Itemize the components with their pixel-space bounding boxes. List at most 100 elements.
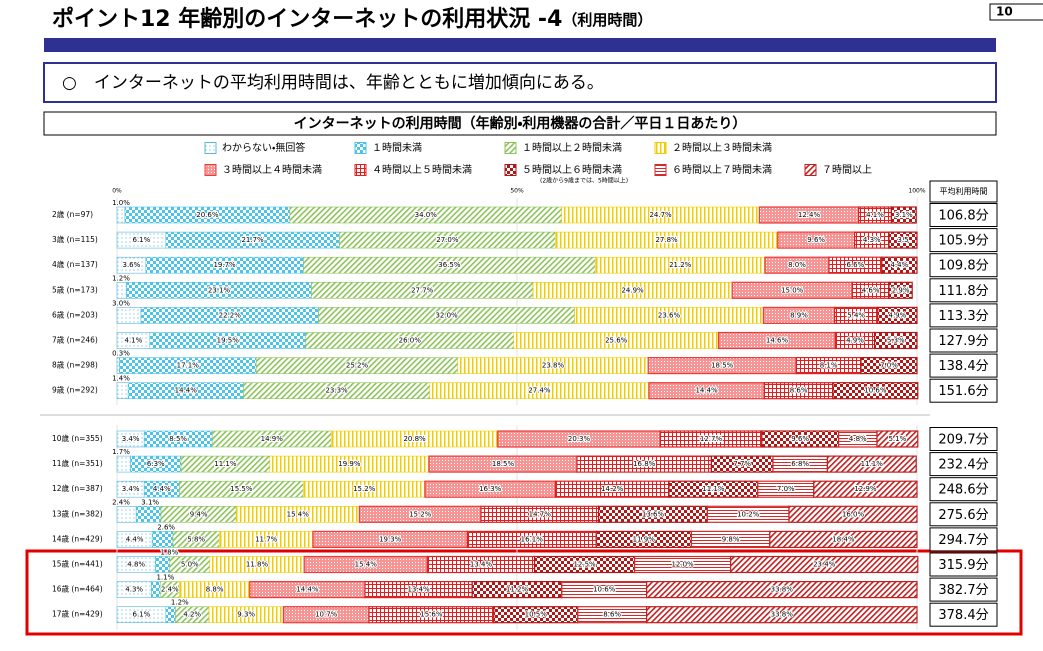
segment-label: 14.2% [601,485,624,493]
segment-label: 33.8% [771,611,794,619]
segment-label: 36.5% [438,261,461,269]
segment-label: 3.4% [122,435,140,443]
row-label: 9歳 (n=292) [52,385,98,395]
bar-segment [116,455,131,473]
bar-segment [151,581,161,598]
segment-label: 7.0% [880,362,898,370]
legend-label: ７時間以上 [822,164,872,176]
bar-segment [890,206,917,224]
average-box [929,452,998,477]
segment-label: 15.6% [420,611,443,619]
segment-label: 23.3% [325,387,348,395]
segment-label: 15.5% [230,485,253,493]
average-box [929,228,998,253]
segment-label: 22.2% [219,311,242,319]
row-label: 14歳 (n=429) [52,533,103,543]
segment-label: 16.3% [479,485,502,493]
segment-label: 18.5% [492,460,515,468]
row-label: 5歳 (n=173) [52,284,98,294]
segment-label: 1.0% [112,199,130,207]
segment-label: 12.0% [671,561,694,569]
segment-label: 33.8% [771,586,794,594]
segment-label: 23.4% [813,561,836,569]
segment-label: 5.3% [887,337,905,345]
legend-swatch [804,164,817,176]
row-label: 2歳 (n=97) [52,209,93,219]
segment-label: 15.4% [355,561,378,569]
segment-label: 4.2% [183,611,201,619]
segment-label: 1.1% [157,574,175,582]
segment-label: 11.2% [506,586,529,594]
x-tick-label: 0% [112,188,122,195]
legend-swatch [504,164,517,176]
segment-label: 34.0% [415,211,438,219]
legend-swatch [354,164,367,176]
segment-label: 10.6% [593,586,616,594]
segment-label: 10.6% [864,387,887,395]
segment-label: 10.2% [737,510,760,518]
segment-label: 7.0% [777,485,795,493]
segment-label: 4.4% [126,535,144,543]
average-label: 315.9分 [938,558,988,573]
legend-label: ２時間以上３時間未満 [672,142,772,154]
segment-label: 5.0% [181,561,199,569]
row-label: 8歳 (n=298) [52,360,98,370]
average-label: 113.3分 [938,309,988,324]
row-label: 3歳 (n=115) [52,234,98,244]
segment-label: 1.4% [112,375,130,383]
average-label: 248.6分 [938,483,988,498]
average-label: 105.9分 [938,234,988,249]
row-label: 12歳 (n=387) [52,483,103,493]
segment-label: 2.4% [161,586,179,594]
chart-title-box [43,111,997,136]
segment-label: 2.4% [112,498,130,506]
segment-label: 13.4% [470,561,493,569]
bar-segment [729,555,919,574]
segment-label: 14.4% [175,387,198,395]
segment-label: 4.9% [846,337,864,345]
segment-label: 4.8% [849,435,867,443]
average-box [929,427,998,451]
title-rule [44,38,996,52]
bar-segment [813,480,918,498]
segment-label: 25.6% [605,337,628,345]
row-label: 11歳 (n=351) [52,458,103,468]
segment-label: 8.5% [169,435,187,443]
highlight-box [25,549,1023,636]
segment-label: 12.9% [854,485,877,493]
bar-segment [877,306,918,324]
average-box [929,303,998,328]
average-box [929,477,998,502]
segment-label: 9.3% [237,611,255,619]
average-header: 平均利用時間 [940,186,988,196]
bar-segment [832,382,919,400]
segment-label: 17.1% [177,362,200,370]
chart-title: インターネットの利用時間（年齢別・利用機器の合計／平日１日あたり） [294,115,747,132]
segment-label: 14.9% [261,435,284,443]
row-label: 15歳 (n=441) [52,559,103,569]
segment-label: 4.8% [127,561,145,569]
segment-label: 21.7% [241,236,264,244]
segment-label: 14.4% [296,586,319,594]
row-label: 10歳 (n=355) [52,433,103,443]
summary-box [43,62,997,103]
segment-label: 4.9% [889,311,907,319]
segment-label: 16.1% [521,535,544,543]
segment-label: 3.1% [895,211,913,219]
segment-label: 24.9% [621,286,644,294]
row-label: 16歳 (n=464) [52,584,103,594]
segment-label: 4.1% [866,211,884,219]
segment-label: 8.1% [820,362,838,370]
average-label: 294.7分 [938,533,988,548]
legend-swatch [204,164,217,176]
legend-note: (2歳から9歳までは、5時間以上) [540,177,628,185]
segment-label: 6.8% [791,460,809,468]
bar-segment [888,231,918,249]
average-label: 151.6分 [938,384,988,399]
segment-label: 15.2% [353,485,376,493]
segment-label: 6.6% [847,261,865,269]
segment-label: 11.9% [633,535,656,543]
row-label: 13歳 (n=382) [52,508,103,518]
segment-label: 4.6% [862,286,880,294]
row-label: 6歳 (n=203) [52,309,98,319]
